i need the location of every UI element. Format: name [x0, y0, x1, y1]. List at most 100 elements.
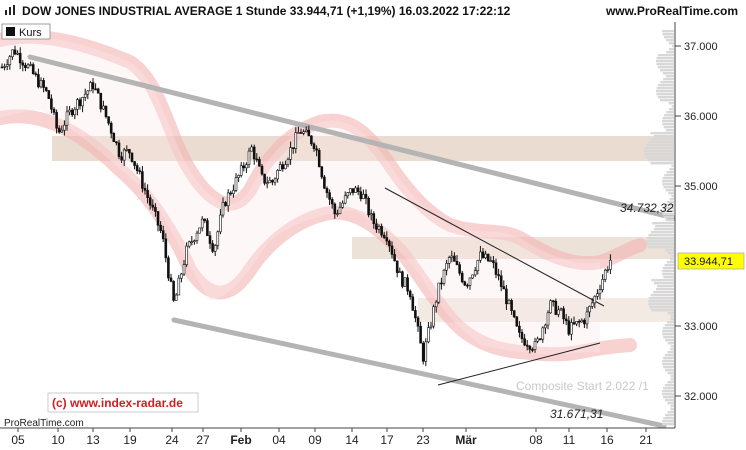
volume-profile-bar: [663, 36, 674, 39]
volume-profile-bar: [646, 237, 674, 240]
candle-body: [164, 238, 168, 259]
volume-profile-bar: [662, 207, 674, 210]
volume-profile-bar: [667, 372, 674, 375]
candle-body: [190, 241, 194, 244]
candle-body: [466, 284, 469, 287]
candle-body: [497, 274, 500, 277]
site-link[interactable]: www.ProRealTime.com: [605, 4, 738, 18]
channel-upper-line: [27, 54, 681, 222]
volume-profile-bar: [651, 138, 674, 141]
volume-profile-bar: [663, 78, 674, 81]
y-tick-label: 37.000: [684, 41, 718, 53]
candle-body: [237, 175, 240, 178]
volume-profile-bar: [664, 264, 674, 267]
candle-body: [304, 129, 308, 133]
chart-header: DOW JONES INDUSTRIAL AVERAGE 1 Stunde 33…: [0, 0, 746, 22]
candle-body: [52, 108, 56, 113]
source-text: ProRealTime.com: [4, 418, 84, 429]
volume-profile-bar: [662, 120, 674, 123]
x-tick-label: Mär: [455, 433, 477, 447]
volume-profile-bar: [664, 414, 674, 417]
candle-body: [421, 342, 425, 362]
candle-body: [453, 255, 456, 262]
volume-profile-bar: [662, 363, 674, 366]
candle-body: [333, 203, 337, 215]
candle-body: [382, 234, 386, 238]
candle-body: [408, 290, 412, 298]
volume-profile-bar: [662, 273, 674, 276]
candle-body: [128, 149, 131, 154]
candle-body: [346, 192, 350, 197]
candle-body: [63, 124, 66, 131]
candle-body: [463, 281, 467, 286]
candle-body: [281, 164, 285, 170]
volume-profile-bar: [665, 189, 674, 192]
volume-profile-bar: [644, 153, 674, 156]
candle-body: [450, 255, 454, 258]
x-tick-label: 27: [196, 433, 210, 447]
candle-body: [473, 270, 477, 276]
volume-profile-bar: [662, 117, 674, 120]
candle-body: [226, 192, 230, 207]
candle-body: [115, 141, 118, 144]
triangle-upper-line: [384, 187, 605, 307]
candle-body: [50, 98, 53, 110]
candle-body: [351, 188, 355, 193]
candle-body: [580, 319, 584, 323]
x-tick-label: Feb: [230, 433, 251, 447]
volume-profile-bar: [656, 57, 674, 60]
volume-profile-bar: [665, 369, 674, 372]
candle-body: [221, 202, 225, 216]
volume-profile-bar: [650, 294, 674, 297]
candle-body: [575, 321, 578, 325]
candle-body: [559, 308, 563, 311]
triangle-lines: [384, 187, 605, 386]
volume-profile-bar: [662, 330, 674, 333]
candle-body: [455, 261, 459, 265]
candle-body: [606, 269, 610, 271]
candle-body: [601, 279, 604, 290]
chart-type-icon[interactable]: [4, 5, 16, 15]
candle-body: [34, 73, 38, 75]
candle-body: [356, 187, 360, 193]
volume-profile-bar: [648, 297, 674, 300]
volume-profile-bar: [663, 126, 674, 129]
candle-body: [289, 147, 292, 160]
candle-body: [44, 87, 48, 91]
candle-body: [585, 311, 589, 325]
candle-body: [125, 149, 129, 151]
x-tick-label: 24: [165, 433, 179, 447]
volume-profile-bar: [664, 114, 674, 117]
candle-body: [419, 325, 422, 344]
candle-body: [141, 171, 144, 189]
candle-body: [16, 52, 19, 55]
candle-body: [99, 92, 103, 110]
candle-body: [26, 64, 30, 68]
volume-profile-bar: [667, 342, 674, 345]
candle-body: [434, 301, 438, 308]
volume-profile-bar: [646, 243, 674, 246]
candle-body: [109, 122, 113, 134]
volume-profile-bar: [653, 228, 674, 231]
candle-body: [224, 202, 227, 207]
x-tick-label: 23: [416, 433, 430, 447]
candle-body: [216, 231, 220, 246]
volume-profile-bar: [670, 318, 674, 321]
candle-body: [247, 150, 251, 166]
candle-body: [180, 273, 183, 279]
y-tick-label: 32.000: [684, 391, 718, 403]
volume-profile-bar: [657, 96, 674, 99]
candle-body: [120, 156, 123, 161]
candle-body: [401, 271, 404, 287]
volume-profile-bar: [650, 231, 674, 234]
volume-profile-bar: [668, 252, 674, 255]
candle-body: [544, 324, 547, 329]
volume-profile-bar: [656, 87, 674, 90]
candle-body: [172, 281, 175, 301]
candle-body: [138, 170, 142, 172]
candle-body: [234, 177, 238, 191]
candle-body: [515, 316, 519, 327]
candle-body: [562, 308, 565, 320]
volume-profile-bar: [650, 132, 674, 135]
